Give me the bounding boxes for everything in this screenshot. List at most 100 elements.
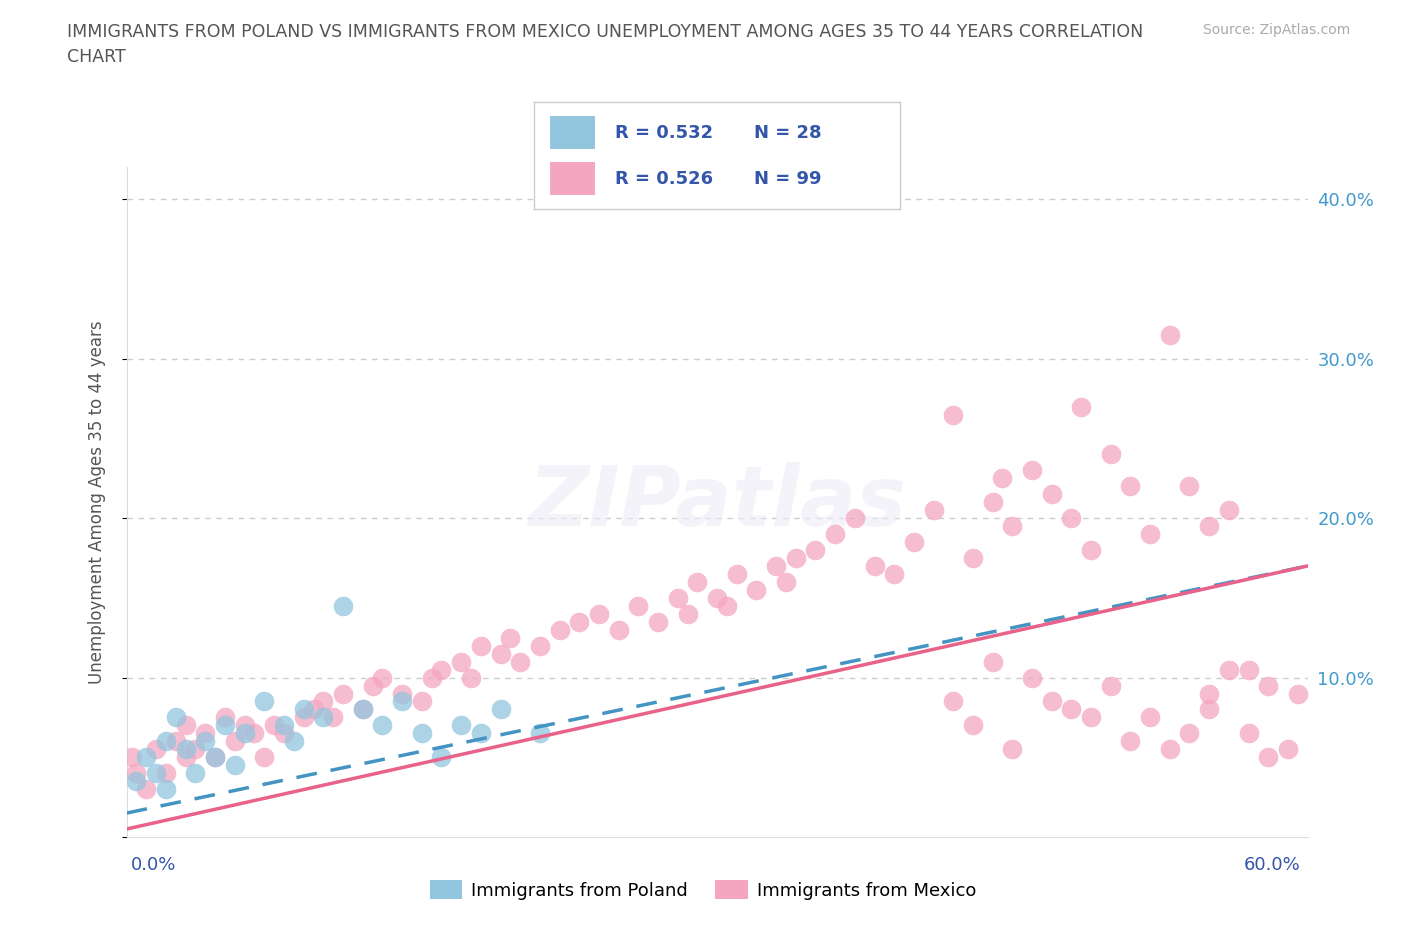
Point	[214, 710, 236, 724]
Point	[1040, 694, 1063, 709]
Point	[785, 551, 807, 565]
Text: R = 0.526: R = 0.526	[614, 170, 713, 188]
Point	[292, 702, 315, 717]
Text: IMMIGRANTS FROM POLAND VS IMMIGRANTS FROM MEXICO UNEMPLOYMENT AMONG AGES 35 TO 4: IMMIGRANTS FROM POLAND VS IMMIGRANTS FRO…	[67, 23, 1143, 41]
Point	[942, 694, 965, 709]
Point	[204, 750, 226, 764]
Point	[312, 694, 335, 709]
Point	[302, 702, 325, 717]
Point	[470, 726, 492, 741]
Point	[666, 591, 689, 605]
Point	[627, 598, 650, 613]
Point	[233, 718, 256, 733]
Point	[489, 702, 512, 717]
Point	[470, 638, 492, 653]
Point	[135, 750, 157, 764]
Point	[981, 654, 1004, 669]
Point	[1070, 399, 1092, 414]
Text: 0.0%: 0.0%	[131, 856, 176, 873]
Point	[194, 726, 217, 741]
Point	[1021, 671, 1043, 685]
Point	[804, 542, 827, 557]
Point	[824, 526, 846, 541]
Text: 60.0%: 60.0%	[1244, 856, 1301, 873]
Point	[214, 718, 236, 733]
Point	[716, 598, 738, 613]
Y-axis label: Unemployment Among Ages 35 to 44 years: Unemployment Among Ages 35 to 44 years	[87, 321, 105, 684]
Point	[184, 742, 207, 757]
Point	[991, 471, 1014, 485]
Point	[686, 575, 709, 590]
Point	[1060, 511, 1083, 525]
Point	[1080, 542, 1102, 557]
Point	[155, 765, 177, 780]
Point	[135, 782, 157, 797]
Point	[903, 535, 925, 550]
Point	[1198, 686, 1220, 701]
Point	[352, 702, 374, 717]
Point	[253, 750, 276, 764]
Point	[430, 662, 453, 677]
Point	[194, 734, 217, 749]
Point	[1001, 742, 1024, 757]
Point	[1178, 726, 1201, 741]
Point	[224, 758, 246, 773]
Point	[1237, 662, 1260, 677]
Point	[174, 718, 197, 733]
Point	[253, 694, 276, 709]
Point	[361, 678, 384, 693]
Point	[145, 742, 167, 757]
Point	[273, 726, 295, 741]
Text: ZIPatlas: ZIPatlas	[529, 461, 905, 543]
Point	[460, 671, 482, 685]
Point	[775, 575, 797, 590]
Point	[844, 511, 866, 525]
Point	[1257, 678, 1279, 693]
Point	[529, 638, 551, 653]
Text: Source: ZipAtlas.com: Source: ZipAtlas.com	[1202, 23, 1350, 37]
Point	[706, 591, 728, 605]
Point	[529, 726, 551, 741]
Point	[224, 734, 246, 749]
Point	[676, 606, 699, 621]
Point	[391, 686, 413, 701]
Point	[243, 726, 266, 741]
Point	[263, 718, 285, 733]
Text: R = 0.532: R = 0.532	[614, 125, 713, 142]
Point	[745, 582, 768, 597]
Point	[509, 654, 531, 669]
Point	[922, 503, 945, 518]
Point	[647, 615, 669, 630]
Point	[489, 646, 512, 661]
Point	[450, 718, 472, 733]
Point	[450, 654, 472, 669]
Point	[1198, 519, 1220, 534]
Point	[981, 495, 1004, 510]
Point	[283, 734, 305, 749]
Point	[1139, 710, 1161, 724]
Point	[184, 765, 207, 780]
Point	[1119, 734, 1142, 749]
Legend: Immigrants from Poland, Immigrants from Mexico: Immigrants from Poland, Immigrants from …	[423, 873, 983, 907]
Point	[1237, 726, 1260, 741]
Point	[322, 710, 344, 724]
Point	[568, 615, 591, 630]
Point	[174, 742, 197, 757]
Point	[1218, 503, 1240, 518]
Point	[1159, 742, 1181, 757]
Point	[1277, 742, 1299, 757]
FancyBboxPatch shape	[548, 115, 596, 151]
Point	[292, 710, 315, 724]
Point	[125, 765, 148, 780]
Point	[1060, 702, 1083, 717]
Point	[165, 710, 187, 724]
Point	[165, 734, 187, 749]
Point	[1159, 327, 1181, 342]
Point	[273, 718, 295, 733]
Point	[1001, 519, 1024, 534]
Point	[145, 765, 167, 780]
Point	[371, 718, 394, 733]
FancyBboxPatch shape	[548, 161, 596, 196]
Point	[1099, 447, 1122, 462]
Point	[1218, 662, 1240, 677]
